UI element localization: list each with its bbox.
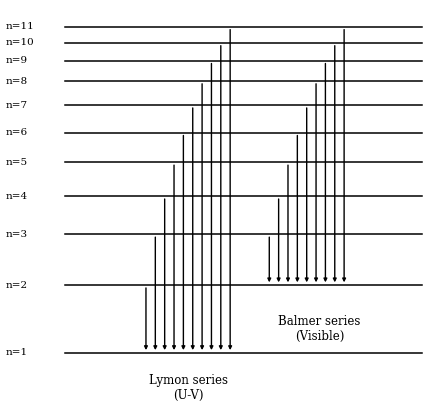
Text: n=11: n=11 bbox=[6, 22, 34, 31]
Text: n=9: n=9 bbox=[6, 56, 28, 65]
Text: n=7: n=7 bbox=[6, 101, 28, 110]
Text: Balmer series
(Visible): Balmer series (Visible) bbox=[278, 315, 361, 343]
Text: n=8: n=8 bbox=[6, 76, 28, 85]
Text: Lymon series
(U-V): Lymon series (U-V) bbox=[149, 374, 228, 402]
Text: n=3: n=3 bbox=[6, 230, 28, 239]
Text: n=10: n=10 bbox=[6, 38, 34, 47]
Text: n=2: n=2 bbox=[6, 281, 28, 290]
Text: n=1: n=1 bbox=[6, 349, 28, 358]
Text: n=5: n=5 bbox=[6, 158, 28, 167]
Text: n=4: n=4 bbox=[6, 192, 28, 201]
Text: n=6: n=6 bbox=[6, 128, 28, 137]
